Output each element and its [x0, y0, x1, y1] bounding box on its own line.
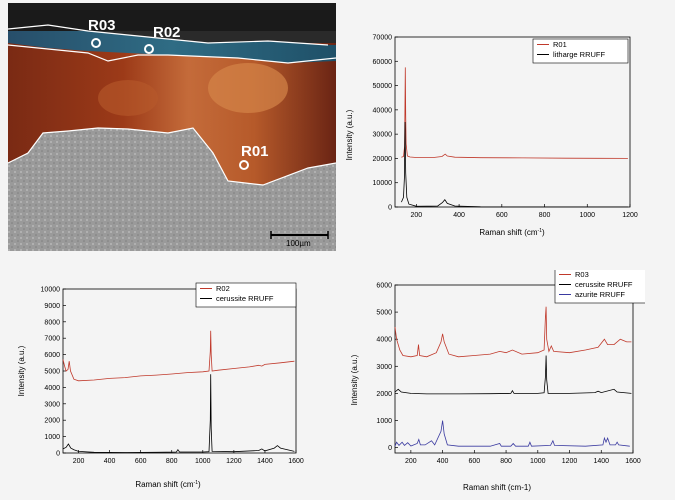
r02-marker	[144, 44, 154, 54]
chart-r02-cerussite: Intensity (a.u.) Raman shift (cm-1) 0 100…	[17, 275, 308, 495]
y-tick-label: 50000	[373, 83, 393, 90]
y-tick-label: 0	[388, 445, 392, 452]
x-tick-label: 800	[500, 458, 512, 465]
series-line	[394, 420, 630, 447]
plot-frame	[62, 288, 297, 454]
y-tick-label: 2000	[44, 418, 60, 425]
scalebar-label: 100µm	[286, 239, 311, 248]
x-tick-label: 400	[104, 458, 116, 465]
chart-a-xlabel: Raman shift (cm-1)	[479, 228, 545, 237]
y-tick-label: 7000	[44, 336, 60, 343]
x-tick-label: 400	[453, 212, 465, 219]
x-tick-label: 800	[166, 458, 178, 465]
series-line	[62, 330, 295, 382]
chart-c-svg: Intensity (a.u.) Raman shift (cm-1) 0 100…	[350, 268, 648, 492]
x-tick-label: 1000	[579, 212, 595, 219]
chart-c-ylabel: Intensity (a.u.)	[350, 354, 359, 405]
label-r02: R02	[153, 24, 181, 41]
legend-label: R02	[216, 284, 230, 293]
y-tick-label: 70000	[373, 35, 393, 42]
r01-marker	[239, 160, 249, 170]
x-tick-label: 200	[411, 212, 423, 219]
legend-label: R03	[575, 270, 589, 279]
x-tick-label: 600	[496, 212, 508, 219]
legend-label: litharge RRUFF	[553, 50, 606, 59]
y-tick-label: 60000	[373, 59, 393, 66]
x-tick-label: 1000	[195, 458, 211, 465]
y-tick-label: 0	[388, 205, 392, 212]
x-tick-label: 1600	[625, 458, 641, 465]
y-tick-label: 3000	[376, 364, 392, 371]
x-tick-label: 200	[405, 458, 417, 465]
plot-frame	[394, 284, 634, 454]
y-tick-label: 10000	[41, 287, 61, 294]
y-tick-label: 1000	[44, 434, 60, 441]
y-tick-label: 1000	[376, 418, 392, 425]
y-tick-label: 6000	[376, 283, 392, 290]
chart-r01-litharge: Intensity (a.u.) Raman shift (cm-1) 0 100…	[340, 25, 640, 240]
micrograph: R03 R02 R01 100µm	[7, 3, 337, 251]
series-line	[401, 67, 628, 159]
r03-marker	[91, 38, 101, 48]
y-tick-label: 20000	[373, 156, 393, 163]
x-tick-label: 600	[468, 458, 480, 465]
legend-label: R01	[553, 40, 567, 49]
x-tick-label: 1200	[622, 212, 638, 219]
x-tick-label: 400	[437, 458, 449, 465]
y-tick-label: 5000	[44, 369, 60, 376]
series-line	[401, 121, 628, 208]
y-tick-label: 4000	[44, 385, 60, 392]
y-tick-label: 10000	[373, 180, 393, 187]
chart-c-xlabel: Raman shift (cm-1)	[463, 483, 531, 492]
y-tick-label: 0	[56, 451, 60, 458]
x-tick-label: 1600	[288, 458, 304, 465]
y-tick-label: 3000	[44, 401, 60, 408]
x-tick-label: 1400	[257, 458, 273, 465]
chart-b-ylabel: Intensity (a.u.)	[18, 345, 26, 396]
legend-label: cerussite RRUFF	[575, 280, 633, 289]
x-tick-label: 200	[73, 458, 85, 465]
y-tick-label: 9000	[44, 303, 60, 310]
y-tick-label: 5000	[376, 310, 392, 317]
y-tick-label: 40000	[373, 107, 393, 114]
chart-a-ylabel: Intensity (a.u.)	[345, 109, 354, 160]
x-tick-label: 800	[539, 212, 551, 219]
x-tick-label: 1000	[530, 458, 546, 465]
x-tick-label: 1200	[562, 458, 578, 465]
y-tick-label: 6000	[44, 352, 60, 359]
chart-a-svg: Intensity (a.u.) Raman shift (cm-1) 0 100…	[345, 35, 638, 238]
label-r01: R01	[241, 143, 269, 160]
legend-box	[532, 38, 629, 64]
series-line	[394, 306, 632, 358]
y-tick-label: 30000	[373, 132, 393, 139]
chart-r03-cerussite-azurite: Intensity (a.u.) Raman shift (cm-1) 0 100…	[345, 268, 648, 495]
legend-label: azurite RRUFF	[575, 290, 625, 299]
legend-box	[195, 282, 297, 308]
y-tick-label: 2000	[376, 391, 392, 398]
micrograph-image: R03 R02 R01 100µm	[7, 3, 337, 251]
series-line	[62, 374, 295, 453]
x-tick-label: 600	[135, 458, 147, 465]
x-tick-label: 1200	[226, 458, 242, 465]
chart-b-xlabel: Raman shift (cm-1)	[135, 480, 201, 489]
legend-label: cerussite RRUFF	[216, 294, 274, 303]
label-r03: R03	[88, 17, 116, 34]
y-tick-label: 8000	[44, 319, 60, 326]
y-tick-label: 4000	[376, 337, 392, 344]
series-line	[394, 355, 632, 395]
x-tick-label: 1400	[593, 458, 609, 465]
chart-b-svg: Intensity (a.u.) Raman shift (cm-1) 0 100…	[17, 282, 304, 489]
